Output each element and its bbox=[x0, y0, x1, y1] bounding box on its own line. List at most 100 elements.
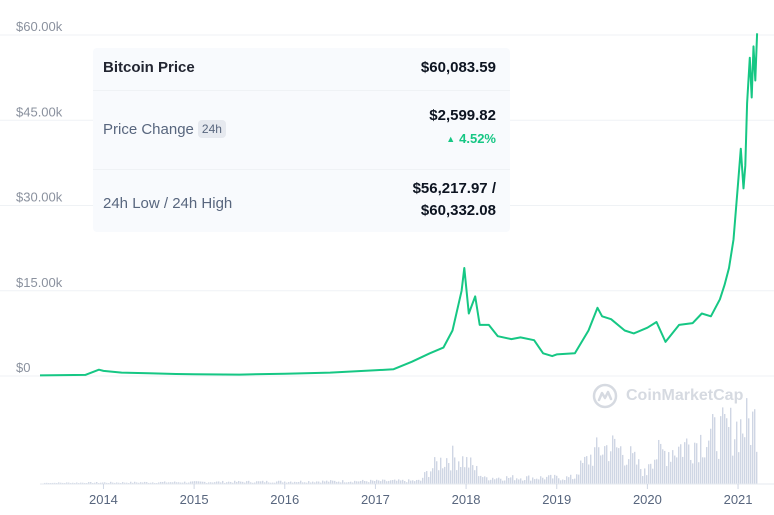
volume-bar bbox=[480, 475, 482, 484]
volume-bar bbox=[548, 475, 550, 484]
volume-bar bbox=[336, 481, 338, 484]
volume-bar bbox=[712, 414, 714, 484]
volume-bar bbox=[418, 479, 420, 484]
volume-bar bbox=[644, 468, 646, 484]
volume-bar bbox=[738, 452, 740, 484]
volume-bar bbox=[322, 480, 324, 484]
volume-bar bbox=[216, 481, 218, 484]
volume-bar bbox=[210, 482, 212, 484]
volume-bar bbox=[190, 481, 192, 484]
volume-bar bbox=[276, 481, 278, 484]
volume-bar bbox=[724, 414, 726, 484]
x-tick-label: 2017 bbox=[361, 492, 390, 507]
volume-bar bbox=[182, 482, 184, 484]
volume-bar bbox=[588, 464, 590, 484]
volume-bar bbox=[372, 480, 374, 484]
volume-bar bbox=[542, 477, 544, 484]
volume-bar bbox=[168, 482, 170, 484]
volume-bar bbox=[720, 416, 722, 484]
volume-bar bbox=[330, 480, 332, 484]
volume-bar bbox=[526, 476, 528, 484]
volume-bar bbox=[668, 452, 670, 484]
volume-bar bbox=[746, 398, 748, 484]
volume-bar bbox=[482, 477, 484, 484]
volume-bar bbox=[756, 451, 758, 484]
volume-bar bbox=[226, 482, 228, 484]
volume-bar bbox=[402, 479, 404, 484]
volume-bar bbox=[744, 437, 746, 484]
price-change-label-text: Price Change bbox=[103, 121, 194, 138]
volume-bar bbox=[166, 482, 168, 484]
bitcoin-price-value: $60,083.59 bbox=[420, 59, 496, 76]
volume-bar bbox=[198, 481, 200, 484]
volume-bar bbox=[260, 481, 262, 484]
volume-bar bbox=[46, 482, 48, 484]
volume-bar bbox=[678, 446, 680, 484]
volume-bar bbox=[448, 463, 450, 484]
volume-bar bbox=[454, 457, 456, 484]
volume-bar bbox=[460, 467, 462, 484]
volume-bar bbox=[496, 478, 498, 484]
volume-bar bbox=[150, 482, 152, 484]
volume-bar bbox=[692, 463, 694, 484]
volume-bar bbox=[682, 456, 684, 484]
volume-bar bbox=[658, 439, 660, 484]
volume-bar bbox=[576, 474, 578, 484]
volume-bar bbox=[606, 445, 608, 484]
volume-bar bbox=[504, 480, 506, 484]
volume-bar bbox=[316, 481, 318, 484]
volume-bar bbox=[442, 468, 444, 484]
volume-bar bbox=[664, 450, 666, 484]
volume-bar bbox=[700, 434, 702, 484]
volume-bar bbox=[164, 481, 166, 484]
volume-bar bbox=[82, 482, 84, 484]
volume-bar bbox=[280, 480, 282, 484]
volume-bar bbox=[100, 482, 102, 484]
volume-bar bbox=[666, 466, 668, 484]
volume-bar bbox=[236, 481, 238, 484]
volume-bar bbox=[514, 480, 516, 484]
volume-bar bbox=[332, 480, 334, 484]
volume-bar bbox=[580, 460, 582, 484]
volume-bar bbox=[578, 474, 580, 484]
volume-bar bbox=[518, 479, 520, 484]
volume-bar bbox=[654, 459, 656, 484]
price-change-percent: ▲ 4.52% bbox=[446, 131, 496, 146]
volume-bar bbox=[382, 479, 384, 484]
y-tick-label: $15.00k bbox=[16, 275, 63, 290]
volume-bar bbox=[708, 440, 710, 484]
volume-bar bbox=[754, 409, 756, 484]
volume-bar bbox=[462, 456, 464, 484]
volume-bar bbox=[60, 482, 62, 484]
volume-bar bbox=[640, 469, 642, 484]
volume-bar bbox=[94, 482, 96, 484]
volume-bar bbox=[632, 453, 634, 484]
volume-bar bbox=[626, 464, 628, 484]
volume-bar bbox=[58, 482, 60, 484]
volume-bar bbox=[172, 482, 174, 484]
volume-bar bbox=[466, 457, 468, 484]
y-tick-label: $30.00k bbox=[16, 190, 63, 205]
volume-bar bbox=[742, 433, 744, 484]
volume-bar bbox=[118, 482, 120, 484]
volume-bar bbox=[266, 480, 268, 484]
volume-bar bbox=[232, 482, 234, 484]
volume-bar bbox=[224, 482, 226, 484]
volume-bar bbox=[584, 456, 586, 484]
volume-bar bbox=[476, 465, 478, 484]
volume-bar bbox=[340, 482, 342, 484]
volume-bar bbox=[444, 466, 446, 484]
coinmarketcap-logo-icon bbox=[592, 383, 618, 409]
price-line bbox=[39, 33, 759, 377]
volume-bar bbox=[394, 479, 396, 484]
tooltip-row-price: Bitcoin Price $60,083.59 bbox=[93, 48, 510, 91]
volume-bar bbox=[186, 482, 188, 484]
volume-bar bbox=[196, 481, 198, 484]
price-tooltip: Bitcoin Price $60,083.59 Price Change 24h… bbox=[93, 48, 510, 232]
volume-bar bbox=[464, 467, 466, 484]
volume-bar bbox=[528, 475, 530, 484]
volume-bar bbox=[256, 481, 258, 484]
volume-bar bbox=[272, 482, 274, 484]
volume-bar bbox=[202, 481, 204, 484]
volume-bar bbox=[534, 479, 536, 484]
